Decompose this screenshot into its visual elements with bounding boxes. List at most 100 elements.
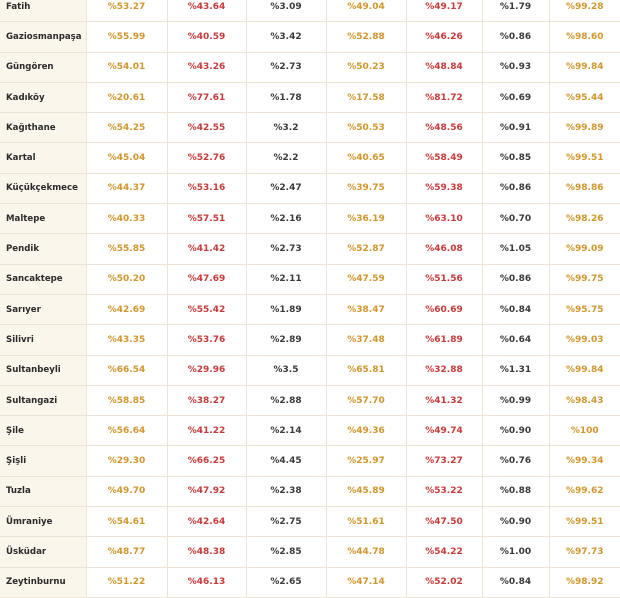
value-cell-2: %42.55 (167, 112, 247, 144)
value-cell-6: %0.70 (482, 203, 550, 235)
value-cell-1: %20.61 (86, 82, 168, 114)
value-cell-2: %48.38 (167, 536, 247, 568)
district-name-cell: Ümraniye (0, 506, 87, 538)
value-cell-1: %40.33 (86, 203, 168, 235)
value-cell-3: %2.38 (246, 476, 327, 508)
district-name-cell: Sultangazi (0, 385, 87, 417)
district-name-cell: Sarıyer (0, 294, 87, 326)
table-row: Küçükçekmece %44.37 %53.16 %2.47 %39.75 %59.3… (0, 173, 620, 205)
table-row: Sultanbeyli %66.54 %29.96 %3.5 %65.81 %32.88%… (0, 355, 620, 386)
value-cell-4: %37.48 (326, 324, 407, 356)
value-cell-7: %98.86 (549, 173, 620, 205)
value-cell-1: %43.35 (86, 324, 168, 356)
value-cell-5: %51.56 (406, 264, 483, 295)
value-cell-2: %29.96 (167, 355, 247, 386)
value-cell-7: %97.73 (549, 536, 620, 568)
value-cell-5: %60.69 (406, 294, 483, 326)
value-cell-3: %1.89 (246, 294, 327, 326)
value-cell-6: %1.00 (482, 536, 550, 568)
value-cell-2: %55.42 (167, 294, 247, 326)
table-row: Sancaktepe %50.20 %47.69 %2.11 %47.59 %51.56%… (0, 264, 620, 295)
value-cell-7: %98.60 (549, 21, 620, 53)
value-cell-7: %99.03 (549, 324, 620, 356)
value-cell-5: %49.17 (406, 0, 483, 23)
value-cell-2: %46.13 (167, 567, 247, 598)
value-cell-2: %77.61 (167, 82, 247, 114)
value-cell-4: %50.53 (326, 112, 407, 144)
value-cell-4: %52.88 (326, 21, 407, 53)
table-row: Kartal %45.04 %52.76 %2.2 %40.65 %58.49 %0.85%… (0, 142, 620, 174)
value-cell-4: %49.36 (326, 415, 407, 447)
value-cell-1: %58.85 (86, 385, 168, 417)
district-name-cell: Tuzla (0, 476, 87, 508)
value-cell-7: %99.28 (549, 0, 620, 23)
value-cell-3: %2.47 (246, 173, 327, 205)
table-row: Kadıköy %20.61 %77.61 %1.78 %17.58 %81.72 %0.6… (0, 82, 620, 114)
value-cell-6: %0.91 (482, 112, 550, 144)
table-row: Ümraniye %54.61 %42.64 %2.75 %51.61 %47.50 %0.… (0, 506, 620, 538)
district-name-cell: Güngören (0, 52, 87, 83)
value-cell-7: %99.75 (549, 264, 620, 295)
value-cell-3: %2.65 (246, 567, 327, 598)
value-cell-4: %52.87 (326, 233, 407, 265)
value-cell-4: %25.97 (326, 445, 407, 477)
value-cell-2: %53.16 (167, 173, 247, 205)
table-row: Üsküdar %48.77 %48.38 %2.85 %44.78 %54.22 %1.0… (0, 536, 620, 568)
value-cell-2: %38.27 (167, 385, 247, 417)
value-cell-4: %38.47 (326, 294, 407, 326)
value-cell-7: %99.09 (549, 233, 620, 265)
value-cell-7: %99.84 (549, 355, 620, 386)
value-cell-2: %52.76 (167, 142, 247, 174)
value-cell-1: %50.20 (86, 264, 168, 295)
value-cell-3: %3.42 (246, 21, 327, 53)
value-cell-1: %55.99 (86, 21, 168, 53)
table-row: Güngören %54.01 %43.26 %2.73 %50.23 %48.84 %0.… (0, 52, 620, 83)
value-cell-3: %3.5 (246, 355, 327, 386)
table-row: Tuzla %49.70 %47.92 %2.38 %45.89 %53.22 %0.88%… (0, 476, 620, 508)
value-cell-3: %2.2 (246, 142, 327, 174)
value-cell-3: %3.2 (246, 112, 327, 144)
value-cell-3: %2.14 (246, 415, 327, 447)
value-cell-2: %40.59 (167, 21, 247, 53)
district-name-cell: Gaziosmanpaşa (0, 21, 87, 53)
value-cell-5: %32.88 (406, 355, 483, 386)
value-cell-5: %81.72 (406, 82, 483, 114)
value-cell-3: %3.09 (246, 0, 327, 23)
value-cell-6: %0.69 (482, 82, 550, 114)
table-row: Gaziosmanpaşa %55.99 %40.59 %3.42 %52.88 %46.… (0, 21, 620, 53)
value-cell-5: %49.74 (406, 415, 483, 447)
value-cell-5: %46.08 (406, 233, 483, 265)
value-cell-1: %55.85 (86, 233, 168, 265)
value-cell-4: %65.81 (326, 355, 407, 386)
value-cell-4: %57.70 (326, 385, 407, 417)
district-name-cell: Kadıköy (0, 82, 87, 114)
district-name-cell: Üsküdar (0, 536, 87, 568)
value-cell-7: %99.84 (549, 52, 620, 83)
table-row: Silivri %43.35 %53.76 %2.89 %37.48 %61.89 %0.6… (0, 324, 620, 356)
table-row: Zeytinburnu %51.22 %46.13 %2.65 %47.14 %52.02… (0, 567, 620, 598)
value-cell-3: %2.75 (246, 506, 327, 538)
value-cell-3: %2.85 (246, 536, 327, 568)
value-cell-2: %66.25 (167, 445, 247, 477)
value-cell-3: %2.89 (246, 324, 327, 356)
value-cell-3: %2.11 (246, 264, 327, 295)
value-cell-1: %51.22 (86, 567, 168, 598)
value-cell-5: %53.22 (406, 476, 483, 508)
value-cell-4: %47.59 (326, 264, 407, 295)
value-cell-5: %59.38 (406, 173, 483, 205)
value-cell-1: %54.61 (86, 506, 168, 538)
value-cell-6: %0.84 (482, 294, 550, 326)
district-name-cell: Zeytinburnu (0, 567, 87, 598)
value-cell-5: %48.56 (406, 112, 483, 144)
value-cell-7: %95.75 (549, 294, 620, 326)
value-cell-2: %47.92 (167, 476, 247, 508)
value-cell-2: %41.22 (167, 415, 247, 447)
value-cell-4: %36.19 (326, 203, 407, 235)
district-name-cell: Pendik (0, 233, 87, 265)
value-cell-7: %100 (549, 415, 620, 447)
value-cell-6: %0.90 (482, 506, 550, 538)
value-cell-7: %99.89 (549, 112, 620, 144)
value-cell-1: %53.27 (86, 0, 168, 23)
